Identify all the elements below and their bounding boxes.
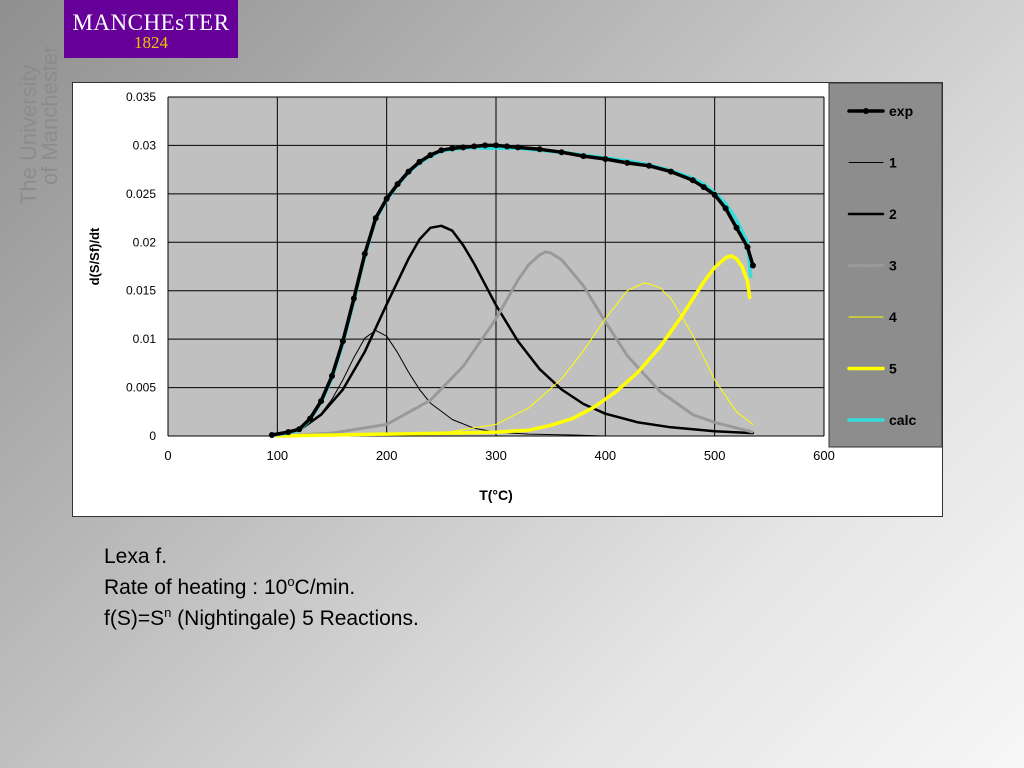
legend-label-5: 5 [889,361,897,377]
series-point-exp [285,429,292,436]
logo-year: 1824 [134,33,168,52]
series-point-exp [372,215,379,222]
series-line-4 [276,282,754,437]
caption-line-3: f(S)=Sn (Nightingale) 5 Reactions. [104,603,419,634]
series-point-exp [383,195,390,202]
series-point-exp [514,144,521,151]
x-tick-label: 300 [485,448,507,463]
caption-line-2-prefix: Rate of heating : 10 [104,576,288,599]
y-tick-label: 0.005 [126,381,156,395]
y-tick-label: 0.015 [126,284,156,298]
x-tick-label: 600 [813,448,835,463]
x-axis-label: T(°C) [479,487,513,503]
series-line-5 [275,254,752,438]
legend-label-4: 4 [889,309,897,325]
caption: Lexa f. Rate of heating : 10oC/min. f(S)… [104,541,419,634]
series-point-exp [449,145,456,152]
university-logo: MANCHEsTER 1824 [64,0,238,58]
series-point-exp [416,158,423,165]
y-tick-label: 0.02 [133,235,157,249]
logo-name: MANCHEsTER [72,10,230,35]
caption-line-2-suffix: C/min. [294,576,356,599]
series-point-exp [318,398,325,405]
series-point-exp [471,143,478,150]
series-point-exp [711,191,718,198]
chart-svg: 0 100 200 300 400 500 600 0 0.005 0.01 0.015 0.02 0.… [87,83,942,503]
legend-box [828,83,942,448]
x-tick-label: 400 [594,448,616,463]
legend-label-3: 3 [889,258,897,274]
series-point-exp [667,168,674,175]
series-point-exp [482,142,489,149]
series-point-exp [405,168,412,175]
caption-line-1: Lexa f. [104,545,168,568]
series-point-exp [307,415,314,422]
series-point-exp [394,181,401,188]
series-point-exp [361,250,368,257]
y-tick-label: 0.035 [126,90,156,104]
x-tick-label: 0 [164,448,171,463]
series-point-exp [689,177,696,184]
series-point-exp [722,205,729,212]
caption-line-3-prefix: f(S)=S [104,607,165,630]
series-point-exp [427,152,434,159]
y-axis-label: d(S/Sf)/dt [87,227,102,285]
legend-marker-exp [863,108,869,114]
y-tick-label: 0.01 [133,332,157,346]
side-watermark: The University of Manchester [16,45,62,205]
side-text-line2: of Manchester [37,45,62,185]
caption-line-3-suffix: (Nightingale) 5 Reactions. [171,607,419,630]
series-point-exp [733,224,740,231]
series-point-exp [438,147,445,154]
series-point-exp [580,153,587,160]
legend-label-exp: exp [889,103,913,119]
y-tick-label: 0 [149,429,156,443]
series-point-exp [700,184,707,191]
series-point-exp [536,146,543,153]
series-line-2 [270,224,755,437]
series-point-exp [329,372,335,379]
legend-label-calc: calc [889,412,916,428]
chart-frame: 0 100 200 300 400 500 600 0 0.005 0.01 0.015 0.02 0.… [72,82,943,517]
series-point-exp [624,159,631,166]
side-text-line1: The University [16,64,41,205]
caption-line-3-sup: n [164,605,172,620]
series-point-exp [296,426,303,433]
x-tick-label: 200 [376,448,398,463]
series-point-exp [744,244,751,251]
series-point-exp [602,155,609,162]
caption-line-2-sup: o [287,574,295,589]
caption-line-2: Rate of heating : 10oC/min. [104,572,419,603]
y-tick-label: 0.03 [133,138,157,152]
legend-label-2: 2 [889,206,897,222]
series-point-exp [460,144,467,151]
y-tick-label: 0.025 [126,187,156,201]
x-tick-label: 500 [704,448,726,463]
series-point-exp [350,295,357,302]
series-point-exp [558,149,565,156]
series-point-exp [503,143,510,150]
x-tick-label: 100 [266,448,288,463]
legend-label-1: 1 [889,155,897,171]
series-point-exp [749,262,756,269]
series-point-exp [646,162,653,169]
series-point-exp [268,432,275,439]
series-point-exp [339,338,346,345]
series-point-exp [493,142,499,149]
series-line-3 [275,250,755,438]
